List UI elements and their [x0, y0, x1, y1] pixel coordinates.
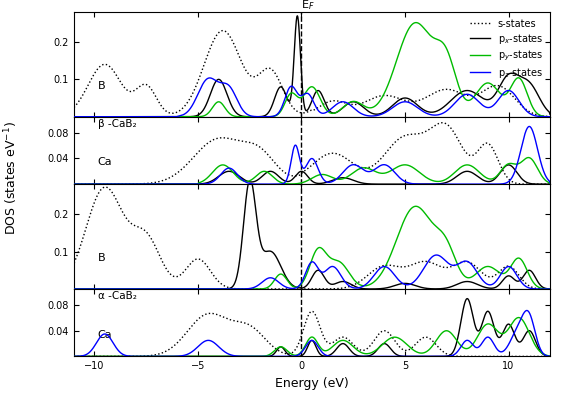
Legend: s-states, p$_x$-states, p$_y$-states, p$_z$-states: s-states, p$_x$-states, p$_y$-states, p$…	[467, 15, 547, 84]
X-axis label: Energy (eV): Energy (eV)	[275, 377, 349, 390]
Text: α -CaB₂: α -CaB₂	[98, 291, 137, 301]
Text: Ca: Ca	[98, 157, 112, 167]
Text: B: B	[98, 253, 105, 263]
Text: E$_F$: E$_F$	[302, 0, 315, 12]
Text: β -CaB₂: β -CaB₂	[98, 119, 136, 129]
Text: B: B	[98, 80, 105, 91]
Text: Ca: Ca	[98, 329, 112, 339]
Text: DOS (states eV$^{-1}$): DOS (states eV$^{-1}$)	[2, 121, 20, 235]
